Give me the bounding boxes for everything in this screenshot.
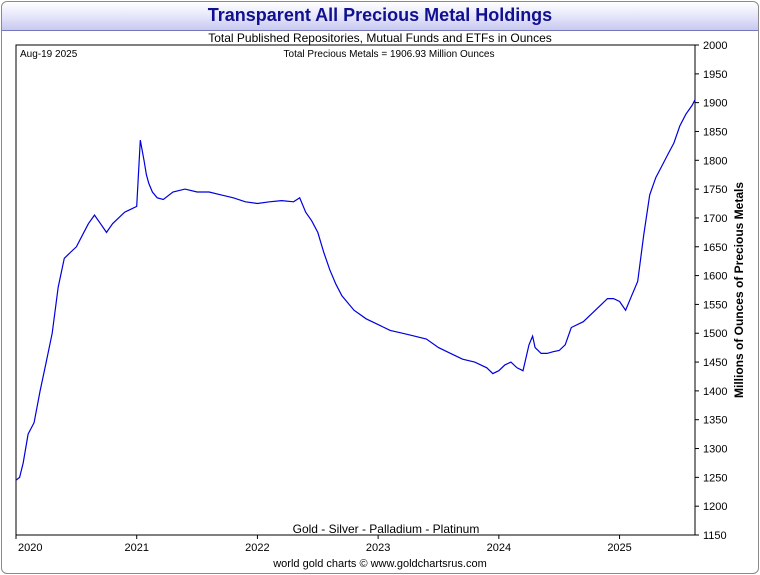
y-tick-label: 1550: [703, 299, 727, 311]
series-line-total-precious-metals: [15, 99, 696, 481]
date-annotation: Aug-19 2025: [20, 49, 78, 60]
x-tick-label: 2020: [18, 542, 42, 554]
y-tick-label: 1250: [703, 472, 727, 484]
y-tick-label: 1350: [703, 415, 727, 427]
y-tick-label: 1950: [703, 69, 727, 81]
y-axis: 1150 1200 1250 1300 1350 1400 1450 1500 1550 1600…: [695, 40, 727, 542]
y-tick-label: 1300: [703, 444, 727, 456]
x-axis: 2020 2021 2022 2023 2024 2025: [15, 535, 632, 554]
footer-credit: world gold charts © www.goldchartsrus.co…: [273, 558, 487, 570]
metals-annotation: Gold - Silver - Palladium - Platinum: [293, 522, 480, 536]
y-tick-label: 1500: [703, 328, 727, 340]
plot-area: [15, 44, 696, 536]
y-tick-label: 1900: [703, 98, 727, 110]
y-tick-label: 1150: [703, 530, 727, 542]
chart-title: Transparent All Precious Metal Holdings: [207, 5, 553, 25]
x-tick-label: 2022: [245, 542, 269, 554]
x-tick-label: 2023: [366, 542, 390, 554]
y-tick-label: 1650: [703, 242, 727, 254]
y-tick-label: 1600: [703, 271, 727, 283]
y-axis-label: Millions of Ounces of Precious Metals: [732, 182, 746, 398]
y-tick-label: 1400: [703, 386, 727, 398]
y-tick-label: 1700: [703, 213, 727, 225]
x-tick-label: 2021: [124, 542, 148, 554]
y-tick-label: 2000: [703, 40, 727, 52]
total-annotation: Total Precious Metals = 1906.93 Million …: [284, 49, 495, 60]
y-tick-label: 1750: [703, 184, 727, 196]
chart-subtitle: Total Published Repositories, Mutual Fun…: [208, 31, 552, 45]
title-bar: Transparent All Precious Metal Holdings: [2, 2, 758, 31]
y-tick-label: 1200: [703, 501, 727, 513]
x-tick-label: 2024: [487, 542, 511, 554]
y-tick-label: 1800: [703, 155, 727, 167]
x-tick-label: 2025: [607, 542, 631, 554]
y-tick-label: 1450: [703, 357, 727, 369]
y-tick-label: 1850: [703, 126, 727, 138]
